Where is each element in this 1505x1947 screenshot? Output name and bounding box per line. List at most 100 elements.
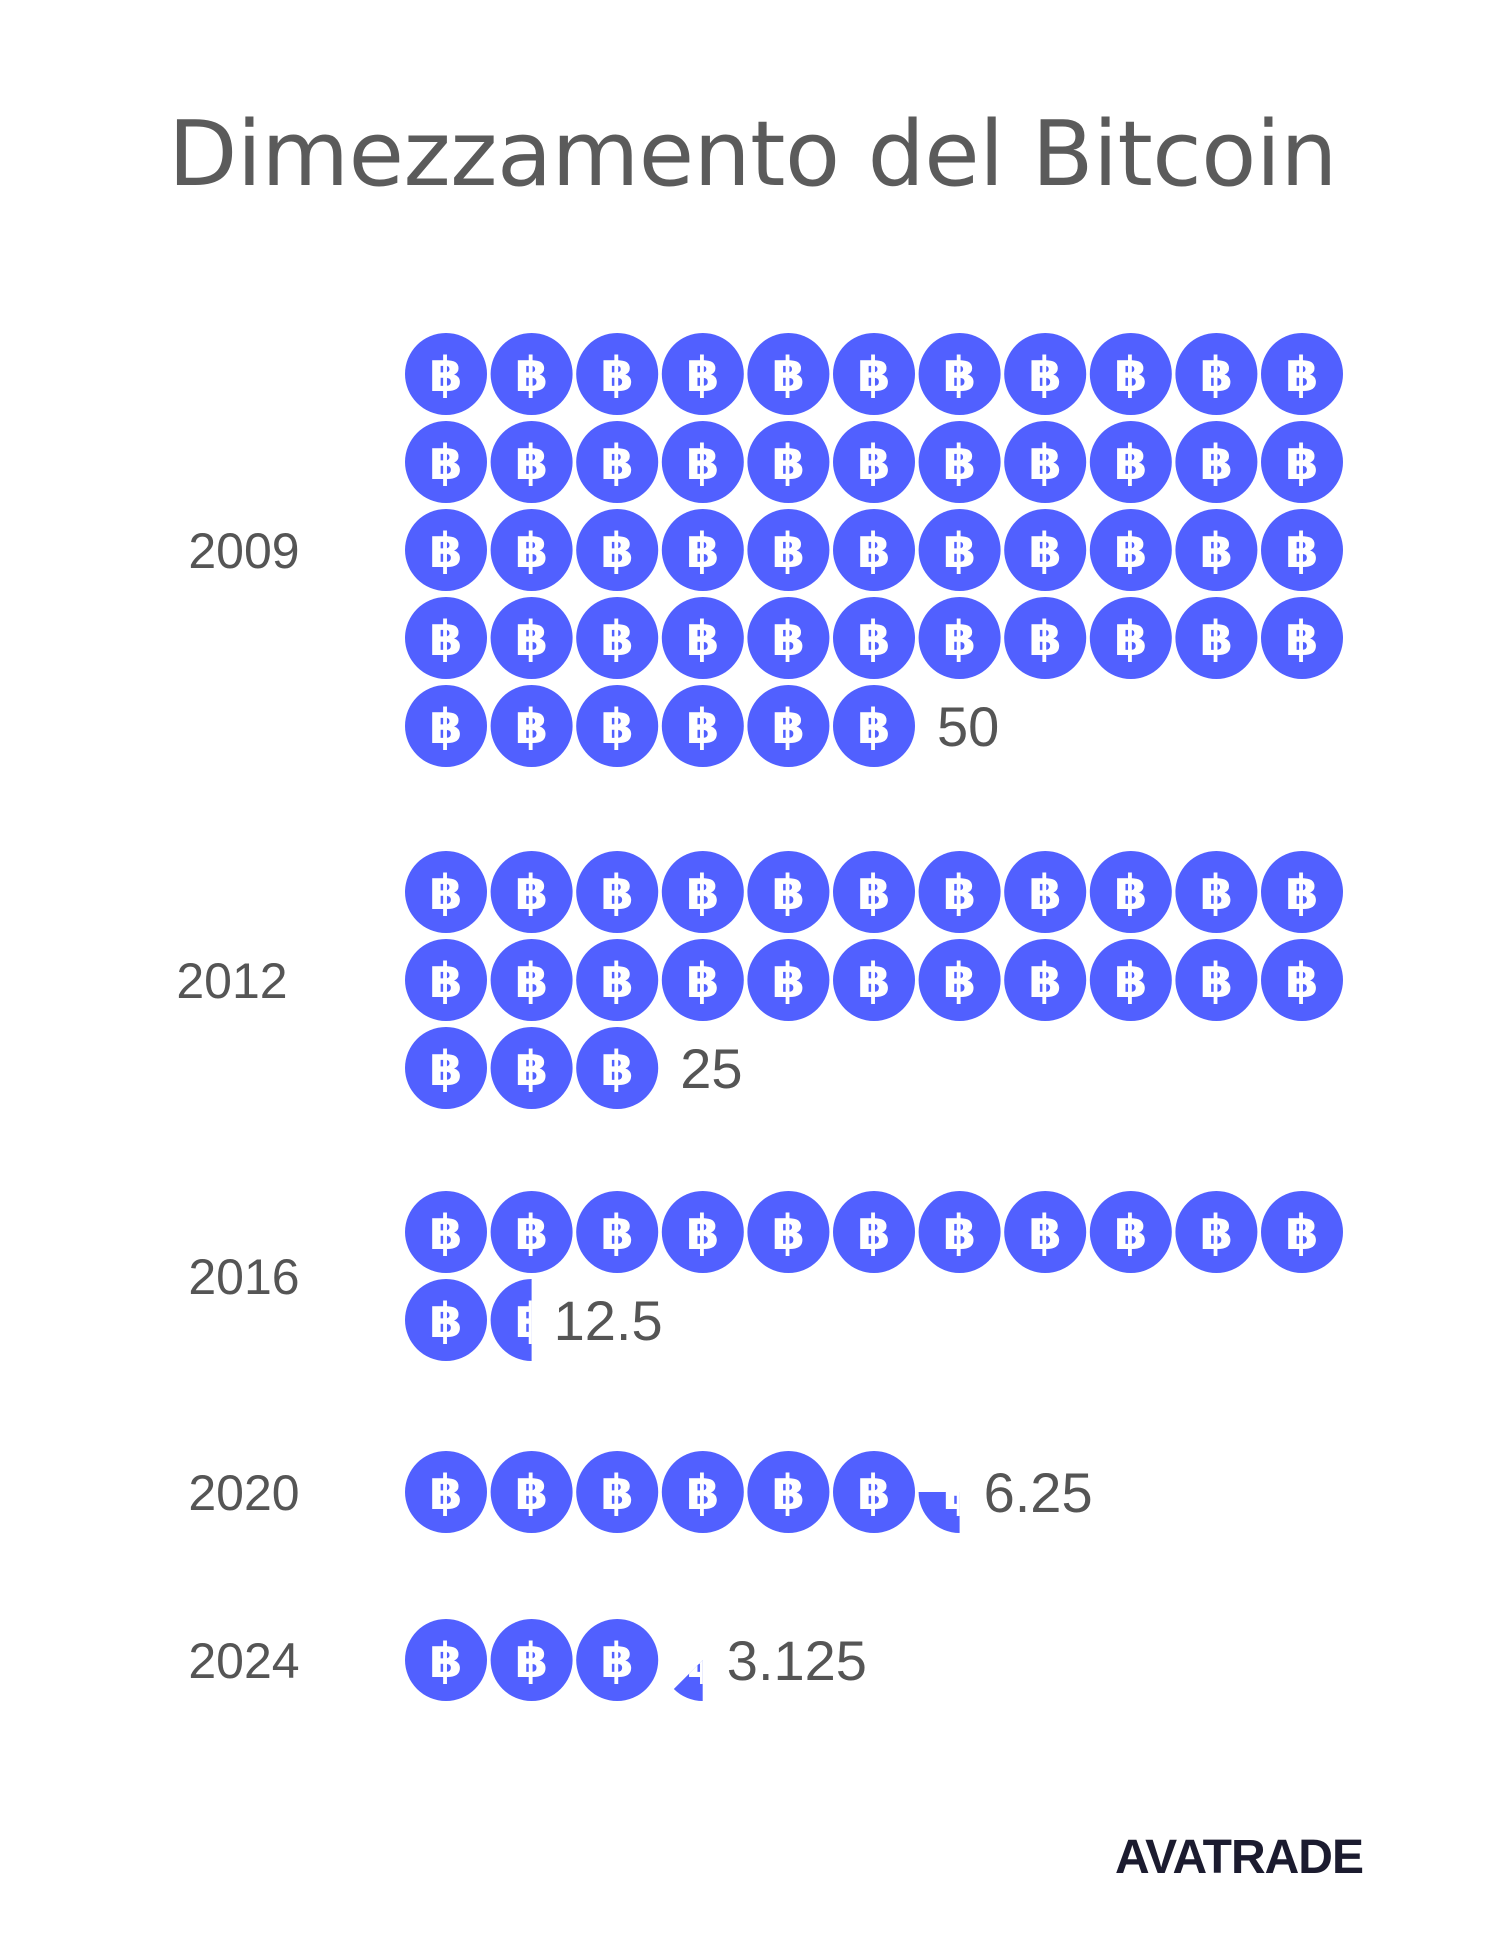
bitcoin-icon: ฿ (747, 1191, 830, 1273)
svg-text:฿: ฿ (1114, 523, 1147, 579)
svg-text:฿: ฿ (429, 865, 462, 921)
svg-text:฿: ฿ (686, 699, 719, 755)
bitcoin-icon: ฿ (405, 421, 487, 503)
svg-text:฿: ฿ (1114, 611, 1147, 667)
bitcoin-icon: ฿ (661, 1451, 744, 1533)
bitcoin-icon: ฿ (918, 421, 1001, 503)
bitcoin-icon: ฿ (405, 1451, 487, 1533)
svg-text:฿: ฿ (686, 611, 719, 667)
svg-text:฿: ฿ (600, 611, 633, 667)
svg-text:฿: ฿ (857, 347, 890, 403)
chart-title: Dimezzamento del Bitcoin (168, 102, 1337, 207)
svg-text:฿: ฿ (1200, 611, 1233, 667)
bitcoin-icon: ฿ (661, 939, 744, 1021)
bitcoin-icon: ฿ (576, 421, 659, 503)
svg-text:฿: ฿ (772, 1205, 805, 1261)
value-label: 6.25 (984, 1461, 1093, 1524)
svg-text:฿: ฿ (515, 1465, 548, 1521)
bitcoin-icon: ฿ (747, 851, 830, 933)
bitcoin-icon: ฿ (747, 597, 830, 679)
svg-text:฿: ฿ (772, 611, 805, 667)
svg-text:฿: ฿ (943, 865, 976, 921)
bitcoin-icon: ฿ (1089, 597, 1172, 679)
year-label: 2024 (188, 1633, 299, 1689)
bitcoin-icon: ฿ (833, 685, 915, 767)
svg-text:฿: ฿ (515, 435, 548, 491)
svg-text:฿: ฿ (1200, 953, 1233, 1009)
bitcoin-icon: ฿ (405, 597, 487, 679)
svg-text:฿: ฿ (1285, 865, 1318, 921)
svg-text:฿: ฿ (1114, 953, 1147, 1009)
svg-text:฿: ฿ (429, 1633, 462, 1689)
svg-text:฿: ฿ (857, 1205, 890, 1261)
svg-text:฿: ฿ (1285, 347, 1318, 403)
svg-text:฿: ฿ (772, 1465, 805, 1521)
svg-text:฿: ฿ (515, 523, 548, 579)
svg-text:฿: ฿ (600, 699, 633, 755)
bitcoin-icon: ฿ (1261, 509, 1343, 591)
svg-text:฿: ฿ (772, 523, 805, 579)
svg-text:฿: ฿ (1114, 865, 1147, 921)
bitcoin-icon: ฿ (1175, 851, 1258, 933)
bitcoin-icon: ฿ (1261, 939, 1343, 1021)
year-label: 2009 (188, 523, 299, 579)
bitcoin-icon: ฿ (490, 851, 573, 933)
svg-text:฿: ฿ (515, 1293, 548, 1349)
bitcoin-icon: ฿ (918, 1465, 976, 1533)
bitcoin-icon: ฿ (918, 509, 1001, 591)
bitcoin-icon: ฿ (1089, 939, 1172, 1021)
svg-text:฿: ฿ (943, 953, 976, 1009)
svg-text:฿: ฿ (429, 1293, 462, 1349)
svg-text:฿: ฿ (772, 699, 805, 755)
bitcoin-icon: ฿ (1089, 851, 1172, 933)
svg-text:฿: ฿ (600, 1205, 633, 1261)
svg-text:฿: ฿ (1114, 435, 1147, 491)
svg-text:฿: ฿ (429, 1205, 462, 1261)
svg-text:฿: ฿ (1028, 611, 1061, 667)
svg-text:฿: ฿ (429, 699, 462, 755)
bitcoin-icon: ฿ (405, 1279, 487, 1361)
bitcoin-icon: ฿ (1089, 1191, 1172, 1273)
bitcoin-icon: ฿ (833, 939, 915, 1021)
svg-text:฿: ฿ (1028, 435, 1061, 491)
value-label: 3.125 (727, 1629, 867, 1692)
bitcoin-icon: ฿ (576, 1191, 659, 1273)
svg-text:฿: ฿ (515, 1205, 548, 1261)
svg-text:฿: ฿ (1028, 347, 1061, 403)
bitcoin-icon: ฿ (405, 509, 487, 591)
svg-text:฿: ฿ (515, 1041, 548, 1097)
svg-text:฿: ฿ (1114, 347, 1147, 403)
svg-text:฿: ฿ (429, 523, 462, 579)
svg-text:฿: ฿ (600, 435, 633, 491)
svg-text:฿: ฿ (429, 611, 462, 667)
bitcoin-icon: ฿ (747, 509, 830, 591)
bitcoin-icon: ฿ (490, 1027, 573, 1109)
year-label: 2012 (176, 953, 287, 1009)
svg-text:฿: ฿ (429, 347, 462, 403)
svg-text:฿: ฿ (600, 347, 633, 403)
bitcoin-icon: ฿ (833, 1451, 915, 1533)
bitcoin-icon: ฿ (576, 1027, 659, 1109)
bitcoin-icon: ฿ (747, 333, 830, 415)
svg-text:฿: ฿ (600, 1465, 633, 1521)
year-block-2020: ฿ ฿ ฿ ฿ ฿ ฿ ฿ 2020 6.25 (188, 1451, 1093, 1533)
bitcoin-icon: ฿ (833, 421, 915, 503)
bitcoin-icon: ฿ (490, 1619, 573, 1701)
svg-text:฿: ฿ (943, 435, 976, 491)
svg-text:฿: ฿ (686, 953, 719, 1009)
value-label: 12.5 (554, 1289, 663, 1352)
svg-text:฿: ฿ (429, 1041, 462, 1097)
bitcoin-icon: ฿ (576, 939, 659, 1021)
value-label: 50 (937, 695, 999, 758)
bitcoin-icon: ฿ (1175, 509, 1258, 591)
year-block-2024: ฿ ฿ ฿ ฿ 2024 3.125 (188, 1619, 867, 1701)
bitcoin-icon: ฿ (918, 851, 1001, 933)
bitcoin-icon: ฿ (576, 1619, 659, 1701)
bitcoin-icon: ฿ (576, 597, 659, 679)
bitcoin-icon: ฿ (1089, 333, 1172, 415)
svg-text:฿: ฿ (943, 1465, 976, 1521)
bitcoin-icon: ฿ (1004, 1191, 1087, 1273)
bitcoin-icon: ฿ (1004, 421, 1087, 503)
